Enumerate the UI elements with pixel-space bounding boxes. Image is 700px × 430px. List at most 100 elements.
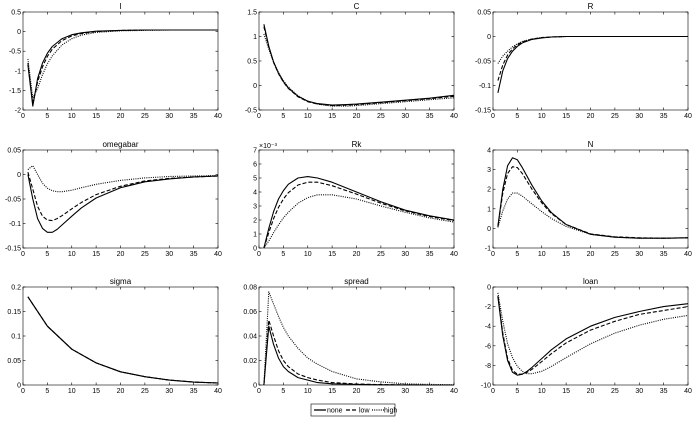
- x-tick-label-spread: 5: [281, 388, 285, 395]
- y-tick-label-i: 0: [17, 29, 21, 36]
- x-tick-label-rk: 0: [257, 251, 261, 258]
- series-line-low-i: [27, 29, 218, 105]
- series-line-high-spread: [263, 291, 455, 386]
- y-tick-label-i: -2: [15, 108, 21, 115]
- y-tick-label-sigma: 0.1: [11, 334, 21, 341]
- axes-box-i: [22, 11, 219, 111]
- x-tick-label-c: 30: [401, 113, 409, 120]
- x-tick-label-loan: 30: [635, 388, 643, 395]
- y-tick-label-r: -0.05: [475, 59, 491, 66]
- y-tick-label-n: 2: [487, 187, 491, 194]
- panel-title-i: I: [119, 2, 121, 11]
- y-tick-label-rk: 0: [253, 246, 257, 253]
- y-tick-label-sigma: 0: [17, 383, 21, 390]
- x-tick-label-c: 15: [328, 113, 336, 120]
- y-tick-label-c: 1: [253, 34, 257, 41]
- x-tick-label-i: 10: [68, 113, 76, 120]
- legend-label-low: low: [359, 408, 370, 415]
- y-tick-label-omegabar: -0.05: [5, 197, 21, 204]
- panel-title-rk: Rk: [352, 140, 363, 149]
- panel-i: I 0 5 10 15 20 25 30 35 40 -2 -1.5 -1 -0.5 0 0.5: [9, 2, 222, 120]
- x-tick-label-i: 25: [141, 113, 149, 120]
- series-line-low-rk: [263, 181, 455, 249]
- x-tick-label-loan: 25: [611, 388, 619, 395]
- x-tick-label-loan: 0: [491, 388, 495, 395]
- panel-title-omegabar: omegabar: [102, 140, 138, 149]
- x-tick-label-n: 10: [538, 251, 546, 258]
- panel-title-spread: spread: [344, 277, 368, 286]
- x-tick-label-c: 35: [426, 113, 434, 120]
- x-tick-label-r: 40: [684, 113, 692, 120]
- x-tick-label-loan: 35: [660, 388, 668, 395]
- x-tick-label-r: 30: [635, 113, 643, 120]
- legend-label-high: high: [384, 408, 397, 415]
- x-tick-label-omegabar: 0: [21, 251, 25, 258]
- axes-box-n: [492, 149, 689, 249]
- x-tick-label-loan: 40: [684, 388, 692, 395]
- series-line-none-spread: [263, 325, 454, 386]
- series-line-high-c: [263, 33, 455, 107]
- x-tick-label-n: 20: [587, 251, 595, 258]
- x-tick-label-rk: 20: [353, 251, 361, 258]
- y-tick-label-r: 0.05: [477, 10, 491, 17]
- x-tick-label-omegabar: 10: [68, 251, 76, 258]
- legend-box: [310, 403, 396, 417]
- x-tick-label-i: 30: [165, 113, 173, 120]
- x-tick-label-omegabar: 35: [190, 251, 198, 258]
- x-tick-label-c: 40: [450, 113, 458, 120]
- y-tick-label-loan: -10: [481, 383, 491, 390]
- x-tick-label-n: 40: [684, 251, 692, 258]
- series-line-high-sigma: [27, 296, 219, 384]
- series-line-high-n: [497, 192, 689, 239]
- x-tick-label-sigma: 10: [68, 388, 76, 395]
- series-line-low-omegabar: [27, 171, 219, 222]
- y-tick-label-n: 1: [487, 206, 491, 213]
- x-tick-label-i: 0: [21, 113, 25, 120]
- y-tick-label-c: 1.5: [247, 10, 257, 17]
- series-line-low-r: [497, 35, 688, 81]
- series-line-low-sigma: [27, 296, 219, 384]
- y-tick-label-spread: 0.02: [243, 358, 257, 365]
- y-tick-label-i: -1: [15, 68, 21, 75]
- y-tick-label-loan: -8: [485, 363, 491, 370]
- series-line-none-i: [27, 29, 218, 107]
- panel-rk: Rk 0 5 10 15 20 25 30 35 40 0 1 2 3 4 5 6 7×10⁻³: [253, 140, 458, 258]
- y-tick-label-sigma: 0.2: [11, 285, 21, 292]
- x-tick-label-n: 35: [660, 251, 668, 258]
- x-tick-label-n: 0: [491, 251, 495, 258]
- series-line-high-r: [497, 35, 688, 64]
- x-tick-label-r: 35: [660, 113, 668, 120]
- y-tick-label-omegabar: -0.15: [5, 246, 21, 253]
- x-tick-label-sigma: 25: [141, 388, 149, 395]
- x-tick-label-omegabar: 20: [117, 251, 125, 258]
- y-tick-label-c: -0.5: [245, 108, 257, 115]
- x-tick-label-rk: 25: [377, 251, 385, 258]
- y-tick-label-r: -0.15: [475, 108, 491, 115]
- x-tick-label-rk: 35: [426, 251, 434, 258]
- y-tick-label-loan: -4: [485, 324, 491, 331]
- panel-grid: I0 5 10 15 20 25 30 35 40-2-1.5-1-0.500.5C0 5 10 15…: [5, 2, 692, 395]
- series-line-high-i: [27, 29, 218, 99]
- x-tick-label-spread: 40: [450, 388, 458, 395]
- panel-title-r: R: [588, 2, 594, 11]
- x-tick-label-spread: 25: [377, 388, 385, 395]
- series-line-high-loan: [497, 292, 689, 375]
- axes-box-sigma: [22, 286, 219, 386]
- x-tick-label-i: 5: [45, 113, 49, 120]
- panel-title-c: C: [354, 2, 360, 11]
- panel-spread: spread 0 5 10 15 20 25 30 35 40 0 0.02 0.04 0.06 0.08: [243, 277, 458, 395]
- x-tick-label-spread: 35: [426, 388, 434, 395]
- x-tick-label-r: 20: [587, 113, 595, 120]
- y-tick-label-c: 0: [253, 83, 257, 90]
- x-tick-label-sigma: 0: [21, 388, 25, 395]
- series-line-low-n: [497, 166, 689, 239]
- panel-c: C0 5 10 15 20 25 30 35 40-0.500.511.5: [245, 2, 458, 120]
- axes-box-r: [492, 11, 689, 111]
- x-tick-label-c: 25: [377, 113, 385, 120]
- x-tick-label-r: 25: [611, 113, 619, 120]
- x-tick-label-c: 0: [257, 113, 261, 120]
- series-line-high-rk: [263, 194, 455, 249]
- x-tick-label-sigma: 40: [214, 388, 222, 395]
- legend: none low high: [310, 403, 397, 417]
- axes-box-omegabar: [22, 149, 219, 249]
